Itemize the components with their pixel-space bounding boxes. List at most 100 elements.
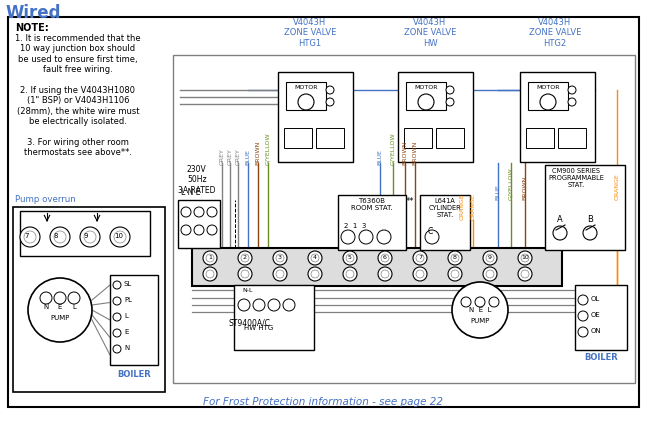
Circle shape xyxy=(206,270,214,278)
Circle shape xyxy=(276,270,284,278)
Circle shape xyxy=(203,267,217,281)
Text: L: L xyxy=(124,313,128,319)
Circle shape xyxy=(343,267,357,281)
Bar xyxy=(278,72,353,162)
Circle shape xyxy=(578,311,588,321)
Circle shape xyxy=(341,230,355,244)
Text: 6: 6 xyxy=(383,255,387,260)
Circle shape xyxy=(113,329,121,337)
Text: 8: 8 xyxy=(54,233,58,239)
Text: HW HTG: HW HTG xyxy=(244,325,273,331)
Text: BROWN: BROWN xyxy=(256,141,261,165)
Text: 7: 7 xyxy=(418,255,422,260)
Text: G/YELLOW: G/YELLOW xyxy=(265,133,270,165)
Bar xyxy=(13,207,165,392)
Text: 4: 4 xyxy=(313,255,317,260)
Text: GREY: GREY xyxy=(219,148,225,165)
Text: 1. It is recommended that the
10 way junction box should
be used to ensure first: 1. It is recommended that the 10 way jun… xyxy=(15,34,140,157)
Text: L: L xyxy=(72,304,76,310)
Circle shape xyxy=(568,86,576,94)
Circle shape xyxy=(518,251,532,265)
Circle shape xyxy=(483,251,497,265)
Circle shape xyxy=(238,251,252,265)
Bar xyxy=(520,72,595,162)
Text: A: A xyxy=(557,215,563,224)
Circle shape xyxy=(268,299,280,311)
Circle shape xyxy=(194,207,204,217)
Circle shape xyxy=(377,230,391,244)
Bar xyxy=(436,128,464,148)
Text: GREY: GREY xyxy=(228,148,232,165)
Circle shape xyxy=(540,94,556,110)
Text: G/YELLOW: G/YELLOW xyxy=(391,133,395,165)
Bar xyxy=(178,200,220,248)
Text: SL: SL xyxy=(124,281,132,287)
Bar xyxy=(528,82,568,110)
Circle shape xyxy=(207,225,217,235)
Bar xyxy=(284,128,312,148)
Circle shape xyxy=(568,98,576,106)
Text: 230V
50Hz
3A RATED: 230V 50Hz 3A RATED xyxy=(178,165,215,195)
Text: 9: 9 xyxy=(84,233,89,239)
Text: BROWN: BROWN xyxy=(413,141,417,165)
Circle shape xyxy=(241,270,249,278)
Bar xyxy=(110,275,158,365)
Circle shape xyxy=(521,270,529,278)
Text: 2: 2 xyxy=(243,255,247,260)
Circle shape xyxy=(28,278,92,342)
Text: PL: PL xyxy=(124,297,132,303)
Circle shape xyxy=(359,230,373,244)
Text: BLUE: BLUE xyxy=(377,149,382,165)
Circle shape xyxy=(24,231,36,243)
Circle shape xyxy=(452,282,508,338)
Text: BROWN: BROWN xyxy=(402,141,408,165)
Circle shape xyxy=(20,227,40,247)
Text: 3: 3 xyxy=(278,255,282,260)
Text: 2  1  3: 2 1 3 xyxy=(344,223,366,229)
Circle shape xyxy=(413,251,427,265)
Text: B: B xyxy=(587,215,593,224)
Circle shape xyxy=(113,297,121,305)
Bar xyxy=(545,165,625,250)
Text: 10: 10 xyxy=(114,233,123,239)
Circle shape xyxy=(113,313,121,321)
Circle shape xyxy=(446,86,454,94)
Circle shape xyxy=(308,267,322,281)
Text: ON: ON xyxy=(591,328,602,334)
Circle shape xyxy=(308,251,322,265)
Text: Wired: Wired xyxy=(6,4,61,22)
Circle shape xyxy=(553,226,567,240)
Circle shape xyxy=(40,292,52,304)
Circle shape xyxy=(238,299,250,311)
Circle shape xyxy=(273,251,287,265)
Text: V4043H
ZONE VALVE
HTG2: V4043H ZONE VALVE HTG2 xyxy=(529,18,581,48)
Circle shape xyxy=(194,225,204,235)
Circle shape xyxy=(416,270,424,278)
Circle shape xyxy=(326,86,334,94)
Text: ST9400A/C: ST9400A/C xyxy=(229,318,271,327)
Text: ORANGE: ORANGE xyxy=(615,173,619,200)
Circle shape xyxy=(578,295,588,305)
Circle shape xyxy=(448,251,462,265)
Bar xyxy=(286,82,326,110)
Circle shape xyxy=(54,231,66,243)
Text: C: C xyxy=(428,227,433,236)
Bar xyxy=(420,195,470,250)
Circle shape xyxy=(298,94,314,110)
Text: PUMP: PUMP xyxy=(50,315,70,321)
Bar xyxy=(406,82,446,110)
Circle shape xyxy=(446,98,454,106)
Text: BOILER: BOILER xyxy=(584,353,618,362)
Circle shape xyxy=(451,254,459,262)
Circle shape xyxy=(461,297,471,307)
Circle shape xyxy=(343,251,357,265)
Circle shape xyxy=(413,267,427,281)
Circle shape xyxy=(521,254,529,262)
Circle shape xyxy=(381,270,389,278)
Bar xyxy=(316,128,344,148)
Bar xyxy=(558,128,586,148)
Circle shape xyxy=(418,94,434,110)
Circle shape xyxy=(486,254,494,262)
Text: MOTOR: MOTOR xyxy=(414,85,438,90)
Circle shape xyxy=(378,267,392,281)
